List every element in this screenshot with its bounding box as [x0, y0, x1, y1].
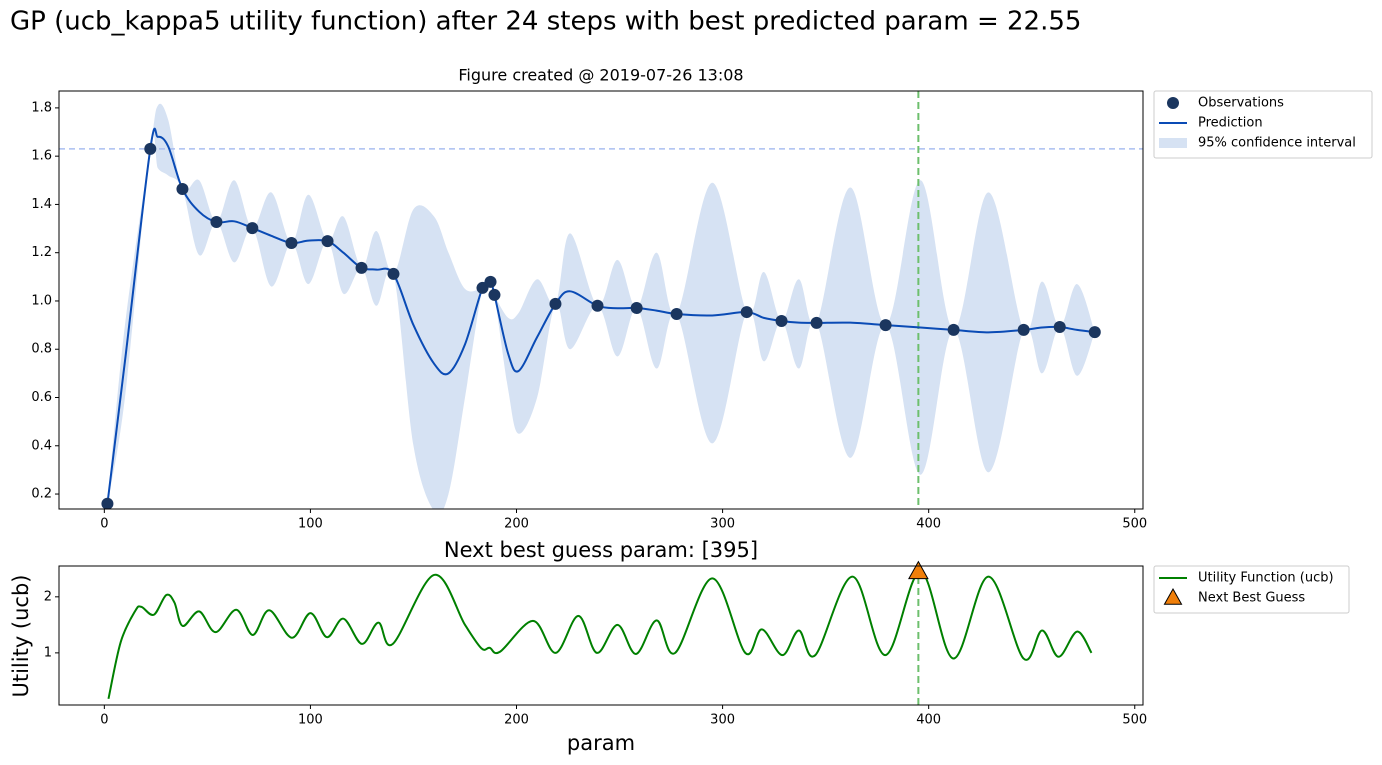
observation	[670, 307, 683, 320]
legend-label: 95% confidence interval	[1198, 136, 1356, 151]
observation	[246, 222, 259, 235]
y-tick-label: 2	[44, 589, 52, 604]
legend-label: Next Best Guess	[1198, 591, 1305, 606]
plot-area	[59, 91, 1143, 509]
x-tick-label: 400	[916, 517, 941, 532]
y-tick-label: 0.4	[31, 438, 52, 453]
observation	[775, 314, 788, 327]
y-tick-label: 0.8	[31, 342, 52, 357]
observation	[1017, 323, 1030, 336]
axes-frame	[58, 90, 1144, 510]
observation	[176, 182, 189, 195]
observation	[740, 306, 753, 319]
y-tick-label: 1.4	[31, 197, 52, 212]
legend-symbol	[1159, 138, 1187, 148]
legend-symbol	[1167, 97, 1179, 109]
legend-label: Utility Function (ucb)	[1198, 571, 1334, 586]
observation	[144, 142, 157, 155]
observation	[488, 288, 501, 301]
legend-box	[1153, 565, 1350, 614]
x-tick-label: 300	[710, 713, 735, 728]
x-tick-label: 500	[1122, 517, 1147, 532]
y-tick-label: 0.2	[31, 487, 52, 502]
x-tick-label: 100	[298, 517, 323, 532]
x-tick-label: 500	[1122, 713, 1147, 728]
next-best-guess	[908, 560, 929, 580]
y-tick-label: 1.6	[31, 149, 52, 164]
observation	[1053, 321, 1066, 334]
x-tick-label: 300	[710, 517, 735, 532]
utility-line	[107, 570, 1093, 700]
observation	[285, 237, 298, 250]
y-tick-label: 0.6	[31, 390, 52, 405]
legend-symbol	[1163, 587, 1183, 605]
x-axis-label: param	[567, 731, 635, 755]
observation	[549, 297, 562, 310]
x-tick-label: 200	[504, 713, 529, 728]
observation	[387, 267, 400, 280]
axes-frame	[58, 565, 1144, 706]
observation	[101, 497, 114, 509]
plot-area	[107, 566, 1093, 705]
observation	[210, 216, 223, 229]
x-tick-label: 0	[100, 713, 108, 728]
y-axis-label: Utility (ucb)	[9, 574, 33, 697]
x-tick-label: 0	[100, 517, 108, 532]
legend-label: Prediction	[1198, 116, 1263, 131]
observation	[591, 299, 604, 312]
figure-title: GP (ucb_kappa5 utility function) after 2…	[10, 7, 1081, 37]
legend-label: Observations	[1198, 96, 1284, 111]
observation	[879, 319, 892, 332]
x-tick-label: 400	[916, 713, 941, 728]
observation	[321, 235, 334, 248]
x-tick-label: 100	[298, 713, 323, 728]
observation	[947, 323, 960, 336]
observation	[810, 316, 823, 329]
x-tick-label: 200	[504, 517, 529, 532]
y-tick-label: 1.0	[31, 293, 52, 308]
observation	[355, 261, 368, 274]
observation	[1088, 326, 1101, 339]
y-tick-label: 1.8	[31, 100, 52, 115]
chart-subtitle: Figure created @ 2019-07-26 13:08	[458, 66, 743, 85]
observation	[630, 301, 643, 314]
chart-title: Next best guess param: [395]	[444, 538, 758, 562]
y-tick-label: 1	[44, 645, 52, 660]
y-tick-label: 1.2	[31, 245, 52, 260]
observation	[484, 275, 497, 288]
legend-box	[1153, 90, 1373, 159]
